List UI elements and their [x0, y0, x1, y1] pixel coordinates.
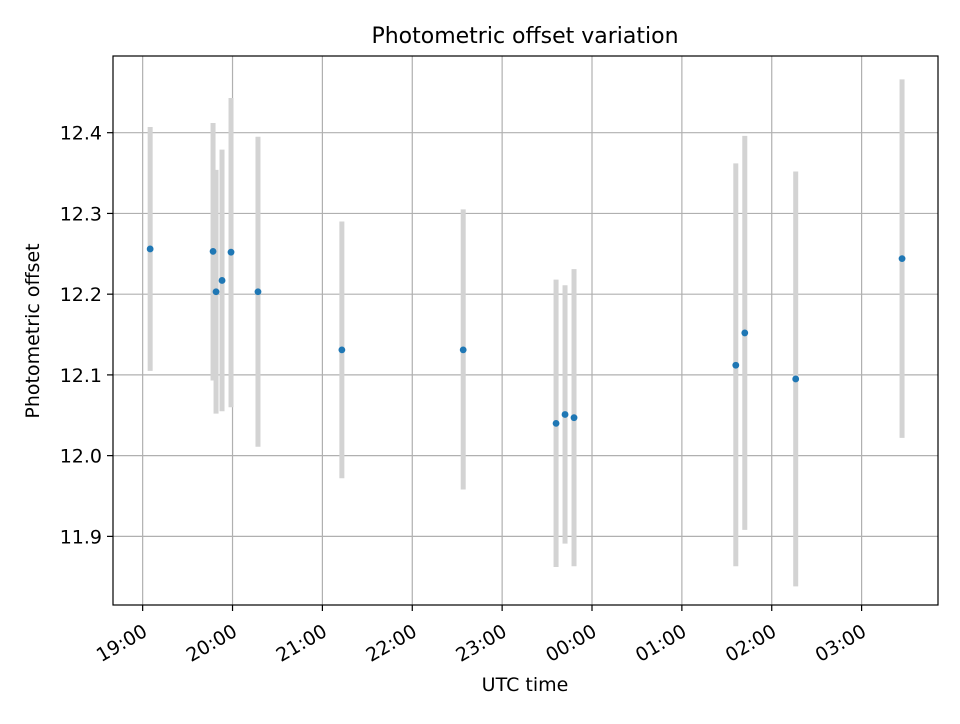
plot-frame — [112, 55, 939, 606]
data-point — [792, 375, 800, 383]
x-tick-label: 21:00 — [272, 620, 330, 666]
x-axis-label: UTC time — [482, 674, 569, 696]
x-tick-label: 02:00 — [722, 620, 780, 666]
x-tick-label: 01:00 — [632, 620, 690, 666]
y-tick-label: 12.4 — [60, 123, 102, 145]
x-tick-label: 23:00 — [452, 620, 510, 666]
data-point — [561, 411, 569, 418]
y-tick-label: 12.2 — [60, 284, 102, 306]
y-axis-label: Photometric offset — [22, 243, 44, 418]
data-point — [459, 346, 467, 354]
x-axis-ticks: 19:00 20:00 21:00 22:00 23:00 00:00 01:00 02:00… — [93, 605, 870, 667]
data-point — [741, 329, 749, 337]
x-tick-label: 00:00 — [542, 620, 600, 666]
data-point — [552, 419, 560, 427]
data-point — [732, 361, 740, 369]
y-tick-label: 12.0 — [60, 446, 102, 468]
data-point — [254, 288, 262, 296]
y-tick-label: 11.9 — [60, 526, 102, 548]
data-point — [898, 255, 906, 263]
x-tick-label: 19:00 — [93, 620, 151, 666]
chart-title: Photometric offset variation — [371, 24, 678, 49]
data-point — [146, 245, 154, 253]
data-point — [218, 277, 226, 284]
error-bars — [147, 79, 905, 587]
data-point — [227, 248, 235, 256]
data-point — [209, 247, 217, 255]
data-point — [338, 346, 346, 354]
y-tick-label: 12.1 — [60, 365, 102, 387]
grid-lines — [113, 56, 938, 605]
y-tick-label: 12.3 — [60, 203, 102, 225]
data-points — [146, 245, 906, 427]
data-point — [212, 288, 220, 296]
data-point — [570, 414, 578, 422]
x-tick-label: 03:00 — [812, 620, 870, 666]
x-tick-label: 20:00 — [183, 620, 241, 666]
x-tick-label: 22:00 — [362, 620, 420, 666]
y-axis-ticks: 11.9 12.0 12.1 12.2 12.3 12.4 — [60, 123, 113, 548]
